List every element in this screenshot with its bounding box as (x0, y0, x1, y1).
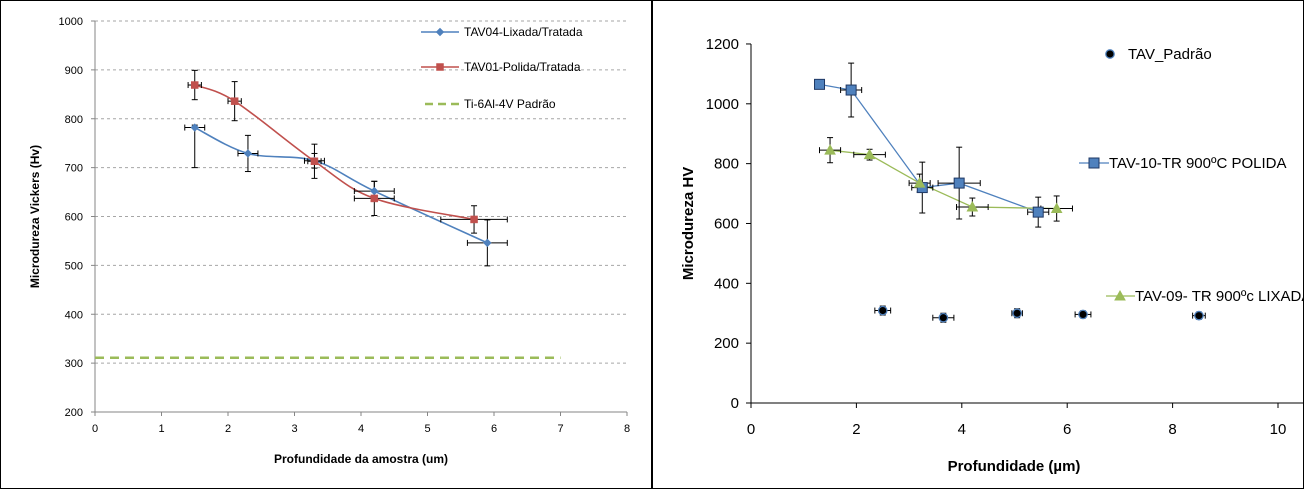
right-legend-label: TAV-10-TR 900ºC POLIDA (1109, 155, 1286, 172)
right-data-point (1013, 309, 1021, 317)
left-series-line-0 (195, 128, 488, 243)
left-x-tick-label: 6 (491, 423, 497, 435)
left-data-point (231, 98, 238, 105)
left-y-tick-label: 800 (65, 114, 83, 126)
left-x-tick-label: 2 (225, 423, 231, 435)
right-chart-panel: 0 200 400 600 800 1000 1200 0 2 4 6 8 10 TAV_Padrão T… (651, 0, 1304, 489)
left-series (95, 70, 561, 357)
left-data-point (371, 188, 378, 195)
left-x-tick-label: 4 (358, 423, 364, 435)
left-data-point (191, 82, 198, 89)
left-x-tick-label: 1 (158, 423, 164, 435)
left-legend-label: TAV04-Lixada/Tratada (464, 25, 583, 39)
left-y-tick-label: 600 (65, 212, 83, 224)
right-y-tick-label: 200 (714, 335, 739, 352)
right-data-point (879, 306, 887, 314)
right-data-point (1079, 310, 1087, 318)
right-y-tick-label: 800 (714, 156, 739, 173)
right-x-tick-label: 2 (852, 421, 860, 438)
left-x-axis-title: Profundidade da amostra (um) (274, 452, 448, 466)
right-x-tick-label: 10 (1270, 421, 1287, 438)
left-x-tick-label: 8 (624, 423, 630, 435)
right-tick-labels: 0 200 400 600 800 1000 1200 0 2 4 6 8 10 (706, 36, 1287, 438)
left-y-tick-label: 400 (65, 309, 83, 321)
right-data-point (939, 314, 947, 322)
left-x-tick-label: 3 (291, 423, 297, 435)
right-axes (746, 44, 1304, 408)
right-data-point (1195, 311, 1203, 319)
right-y-tick-label: 1000 (706, 96, 739, 113)
right-data-point (815, 79, 825, 89)
left-data-point (471, 216, 478, 223)
right-series (815, 63, 1206, 322)
left-data-point (371, 195, 378, 202)
right-x-tick-label: 0 (747, 421, 755, 438)
left-y-tick-label: 300 (65, 358, 83, 370)
right-legend-marker (1106, 50, 1114, 58)
left-data-point (484, 239, 491, 246)
left-data-point (311, 158, 318, 165)
left-x-tick-label: 5 (424, 423, 430, 435)
right-y-tick-label: 400 (714, 275, 739, 292)
right-y-tick-label: 0 (731, 395, 739, 412)
left-y-axis-title: Microdureza Vickers (Hv) (28, 145, 42, 288)
left-y-tick-label: 700 (65, 163, 83, 175)
left-y-tick-label: 200 (65, 407, 83, 419)
right-y-axis-title: Microdureza HV (680, 167, 697, 280)
left-tick-labels: 200 300 400 500 600 700 800 900 1000 0 1 2 3 4 5 6 7 8 (59, 16, 631, 435)
right-y-tick-label: 600 (714, 215, 739, 232)
right-legend-marker (1089, 158, 1099, 168)
right-y-tick-label: 1200 (706, 36, 739, 53)
left-chart-svg: 200 300 400 500 600 700 800 900 1000 0 1 2 3 4 5 6 7 8 TA… (1, 1, 652, 490)
left-y-tick-label: 900 (65, 65, 83, 77)
left-legend: TAV04-Lixada/Tratada TAV01-Polida/Tratada… (421, 25, 583, 111)
left-legend-marker (437, 64, 444, 71)
right-data-point (846, 85, 856, 95)
left-y-tick-label: 1000 (59, 16, 83, 28)
right-legend-label: TAV_Padrão (1128, 46, 1212, 63)
left-y-tick-label: 500 (65, 260, 83, 272)
right-legend-label: TAV-09- TR 900ºc LIXADA (1135, 288, 1304, 305)
left-x-tick-label: 0 (92, 423, 98, 435)
right-data-point (1033, 207, 1043, 217)
left-legend-marker (437, 29, 444, 36)
left-x-tick-label: 7 (557, 423, 563, 435)
right-x-tick-label: 6 (1063, 421, 1071, 438)
left-data-point (244, 150, 251, 157)
right-x-axis-title: Profundidade (µm) (948, 458, 1081, 475)
left-legend-label: Ti-6Al-4V Padrão (464, 97, 556, 111)
left-legend-label: TAV01-Polida/Tratada (464, 60, 581, 74)
right-series-line-1 (820, 84, 1039, 212)
right-legend: TAV_Padrão TAV-10-TR 900ºC POLIDA TAV-09- … (1079, 46, 1304, 305)
right-x-tick-label: 4 (958, 421, 966, 438)
right-x-tick-label: 8 (1168, 421, 1176, 438)
left-chart-panel: 200 300 400 500 600 700 800 900 1000 0 1 2 3 4 5 6 7 8 TA… (0, 0, 651, 489)
right-data-point (954, 178, 964, 188)
